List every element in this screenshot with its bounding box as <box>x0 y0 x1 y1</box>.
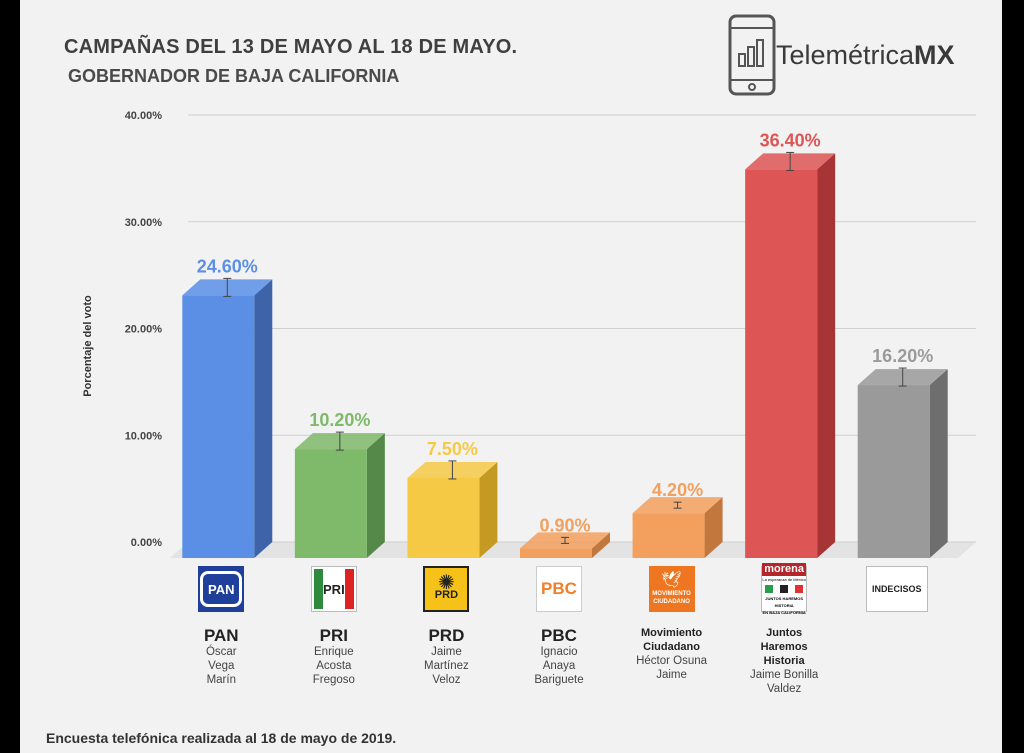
brand-logo: TelemétricaMX <box>724 14 984 98</box>
indecisos-box: INDECISOS <box>865 566 928 612</box>
candidate-name: Vega <box>208 660 235 672</box>
candidate-name: Veloz <box>432 674 461 686</box>
bar <box>407 477 480 558</box>
party-name: PRD <box>428 626 465 645</box>
candidate-name: Enrique <box>314 646 354 658</box>
bar <box>182 295 255 558</box>
candidate-name: Jaime <box>431 646 462 658</box>
data-label: 36.40% <box>760 130 821 150</box>
data-label: 24.60% <box>197 256 258 276</box>
candidate-name: Martínez <box>424 660 469 672</box>
y-tick-label: 40.00% <box>125 110 163 122</box>
brand-name: TelemétricaMX <box>776 40 955 70</box>
bar-side <box>817 153 836 558</box>
party-name: Movimiento <box>641 627 703 639</box>
bar-side <box>366 433 385 558</box>
prd-logo: ✺ PRD <box>423 566 470 612</box>
chart-title: CAMPAÑAS DEL 13 DE MAYO AL 18 DE MAYO. <box>64 36 518 58</box>
mc-logo: 🕊 MOVIMIENTO CIUDADANO <box>648 566 695 612</box>
y-tick-label: 20.00% <box>125 324 163 336</box>
candidate-name: Valdez <box>766 683 802 695</box>
party-label: PBC Ignacio Anaya Bariguete <box>499 626 619 687</box>
y-tick-label: 10.00% <box>125 430 163 442</box>
party-label: PRD Jaime Martínez Veloz <box>386 626 506 687</box>
bar <box>520 548 592 558</box>
candidate-name: Acosta <box>316 660 352 672</box>
bar <box>857 385 930 558</box>
bar-chart: 0.00% 10.00% 20.00% 30.00% 40.00% 24.60% 10.20… <box>125 110 976 558</box>
footnote: Encuesta telefónica realizada al 18 de m… <box>46 730 397 746</box>
candidate-name: Héctor Osuna <box>636 655 708 667</box>
party-name: PBC <box>541 626 577 645</box>
party-name: Historia <box>763 655 805 667</box>
bar <box>632 513 705 558</box>
data-label: 10.20% <box>309 410 370 430</box>
party-name: PAN <box>203 626 239 645</box>
y-tick-label: 30.00% <box>125 217 163 229</box>
data-label: 0.90% <box>539 515 590 535</box>
data-label: 16.20% <box>872 346 933 366</box>
data-label: 4.20% <box>652 480 703 500</box>
chart-subtitle: GOBERNADOR DE BAJA CALIFORNIA <box>68 66 400 86</box>
party-label: PRI Enrique Acosta Fregoso <box>274 626 394 687</box>
candidate-name: Óscar <box>205 646 237 658</box>
candidate-name: Bariguete <box>534 674 584 686</box>
bar-side <box>254 279 273 558</box>
party-name: Juntos <box>766 627 803 639</box>
y-tick-label: 0.00% <box>131 537 162 549</box>
candidate-name: Ignacio <box>540 646 578 658</box>
party-label: Juntos Haremos Historia Jaime Bonilla Valdez <box>724 626 844 696</box>
candidate-name: Jaime Bonilla <box>749 669 819 681</box>
candidate-name: Anaya <box>542 660 576 672</box>
bar-side <box>704 497 723 558</box>
bar <box>745 169 818 558</box>
party-label: PAN Óscar Vega Marín <box>161 626 281 687</box>
bar-side <box>479 461 498 558</box>
bar-side <box>592 532 610 558</box>
pbc-logo: PBC <box>536 566 582 612</box>
candidate-name: Marín <box>206 674 236 686</box>
candidate-name: Jaime <box>656 669 687 681</box>
candidate-name: Fregoso <box>312 674 355 686</box>
chart-canvas: CAMPAÑAS DEL 13 DE MAYO AL 18 DE MAYO. G… <box>20 0 1002 753</box>
data-label: 7.50% <box>427 439 478 459</box>
party-name: Ciudadano <box>643 641 700 653</box>
bar-side <box>929 369 948 558</box>
party-label: Movimiento Ciudadano Héctor Osuna Jaime <box>612 626 732 682</box>
bar <box>294 449 367 558</box>
pan-logo: PAN <box>198 566 245 612</box>
party-name: PRI <box>319 626 349 645</box>
phone-chart-icon <box>728 14 776 96</box>
party-name: Haremos <box>760 641 808 653</box>
morena-logo: morena La esperanza de México JUNTOS HAREM… <box>761 562 808 615</box>
pri-logo: PRI <box>310 566 357 612</box>
